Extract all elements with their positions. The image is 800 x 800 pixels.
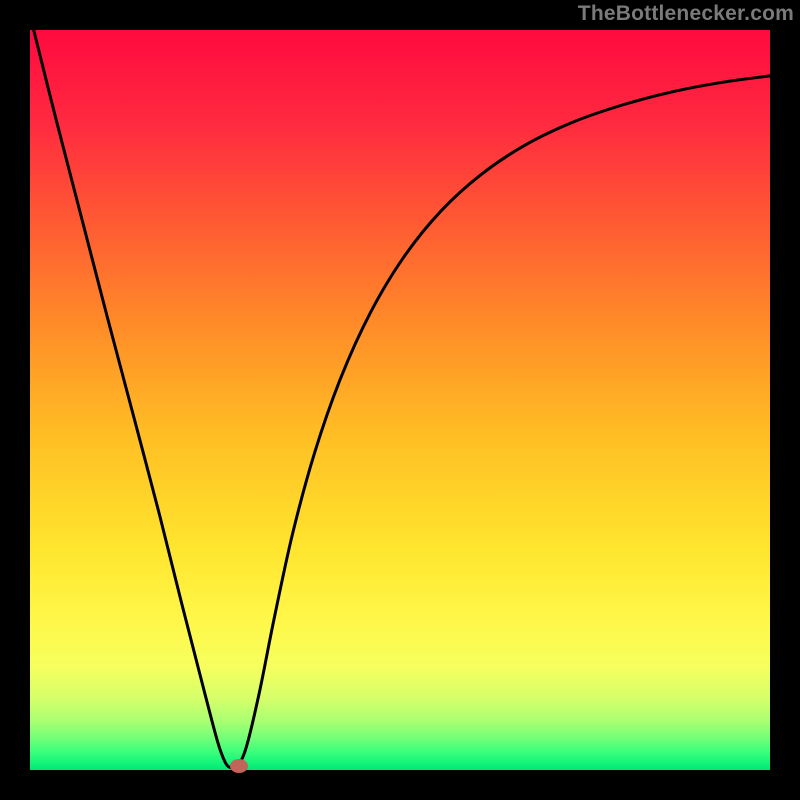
border-bottom (0, 770, 800, 800)
chart-frame: TheBottlenecker.com (0, 0, 800, 800)
curve-path (34, 30, 770, 769)
plot-area (30, 30, 770, 770)
border-left (0, 0, 30, 800)
watermark-text: TheBottlenecker.com (578, 2, 794, 26)
border-right (770, 0, 800, 800)
bottleneck-curve (30, 30, 770, 770)
optimum-marker (230, 759, 248, 773)
